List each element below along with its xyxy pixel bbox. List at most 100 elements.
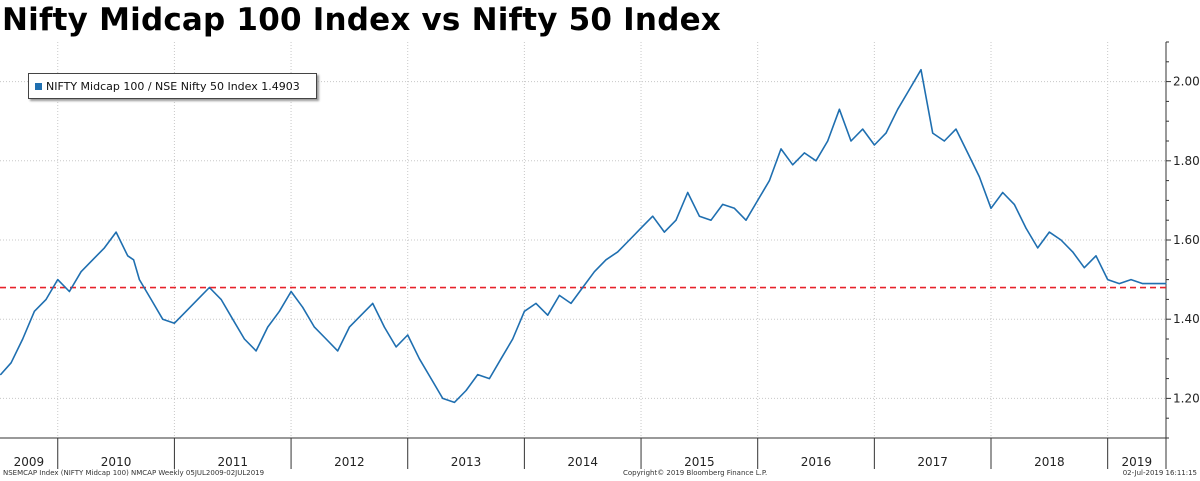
data-point	[162, 318, 164, 320]
data-point	[22, 338, 24, 340]
data-point	[313, 326, 315, 328]
grid-lines	[0, 42, 1166, 438]
data-point	[605, 259, 607, 261]
data-point	[593, 271, 595, 273]
data-point	[278, 310, 280, 312]
data-point	[652, 215, 654, 217]
data-point	[1165, 282, 1167, 285]
data-point	[290, 290, 292, 293]
data-point	[1118, 282, 1120, 285]
data-point	[792, 164, 794, 166]
data-point	[255, 350, 257, 352]
data-point	[232, 318, 234, 320]
data-point	[780, 148, 782, 150]
data-point	[407, 334, 409, 336]
data-point	[1025, 227, 1027, 229]
x-tick-label: 2013	[451, 455, 482, 469]
y-tick-label: 2.00	[1173, 75, 1200, 89]
x-tick-label: 2011	[217, 455, 248, 469]
data-point	[873, 144, 875, 146]
data-point	[103, 247, 106, 249]
x-tick-label: 2012	[334, 455, 365, 469]
data-point	[617, 251, 619, 253]
data-point	[360, 314, 362, 316]
data-point	[570, 302, 572, 304]
x-tick-label: 2019	[1122, 455, 1153, 469]
data-point	[243, 338, 245, 340]
data-point	[547, 314, 549, 316]
data-point	[45, 298, 47, 300]
data-point	[1107, 279, 1109, 281]
data-point	[418, 358, 420, 360]
data-point	[1083, 267, 1085, 269]
data-point	[582, 286, 584, 289]
data-point	[745, 219, 747, 221]
data-point	[488, 378, 490, 380]
data-point	[453, 401, 455, 403]
data-point	[675, 219, 677, 221]
data-point	[1072, 251, 1074, 253]
data-point	[1142, 282, 1144, 285]
y-tick-label: 1.80	[1173, 154, 1200, 168]
data-point	[628, 239, 630, 241]
data-point	[138, 279, 141, 281]
data-point	[815, 160, 817, 162]
data-point	[663, 231, 665, 233]
data-point	[827, 140, 829, 142]
data-point	[920, 69, 922, 71]
footer-timestamp: 02-Jul-2019 16:11:15	[1122, 469, 1197, 477]
data-point	[698, 215, 700, 217]
data-point	[523, 310, 525, 312]
series-line	[0, 68, 1166, 404]
chart-title: Nifty Midcap 100 Index vs Nifty 50 Index	[2, 2, 722, 38]
data-point	[10, 362, 12, 364]
data-point	[395, 346, 397, 348]
x-tick-label: 2010	[101, 455, 132, 469]
data-point	[687, 191, 689, 194]
data-point	[430, 378, 432, 380]
data-point	[733, 207, 735, 209]
data-point	[897, 108, 899, 110]
data-point	[1048, 231, 1050, 233]
data-point	[33, 310, 36, 312]
data-point	[1130, 279, 1132, 281]
legend-label: NIFTY Midcap 100 / NSE Nifty 50 Index 1.…	[46, 79, 300, 93]
data-point	[208, 286, 211, 289]
data-point	[967, 152, 969, 154]
data-point	[885, 132, 887, 134]
data-point	[500, 358, 502, 360]
footer-source: NSEMCAP Index (NIFTY Midcap 100) NMCAP W…	[3, 469, 265, 477]
data-point	[640, 227, 642, 229]
data-point	[850, 140, 852, 142]
data-point	[710, 219, 712, 221]
data-point	[932, 132, 934, 134]
x-tick-label: 2017	[917, 455, 948, 469]
legend: NIFTY Midcap 100 / NSE Nifty 50 Index 1.…	[28, 73, 317, 99]
data-point	[302, 306, 304, 308]
data-point	[132, 259, 135, 261]
data-point	[57, 279, 59, 281]
axes	[0, 41, 1171, 469]
data-point	[383, 326, 385, 328]
data-point	[1060, 239, 1062, 241]
data-point	[1153, 282, 1155, 285]
data-point	[267, 326, 269, 328]
data-point	[115, 231, 117, 233]
data-point	[1037, 247, 1039, 249]
data-point	[348, 326, 350, 328]
data-point	[465, 389, 467, 392]
x-tick-label: 2015	[684, 455, 715, 469]
data-point	[92, 259, 94, 261]
data-point	[768, 180, 770, 182]
data-point	[757, 199, 759, 201]
data-point	[337, 350, 339, 352]
legend-swatch	[35, 82, 42, 90]
y-tick-label: 1.40	[1173, 312, 1200, 326]
data-point	[372, 302, 374, 304]
data-point	[978, 176, 980, 178]
data-point	[803, 152, 805, 154]
data-point	[0, 374, 2, 376]
data-point	[838, 108, 840, 110]
data-point	[990, 207, 992, 209]
